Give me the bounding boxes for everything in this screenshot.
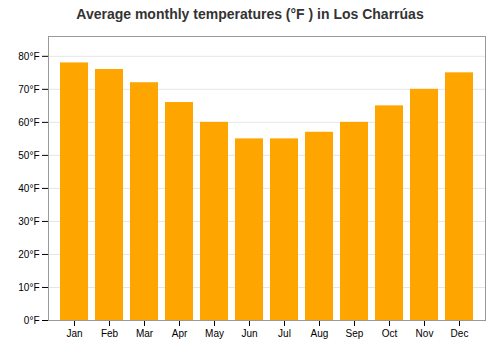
svg-text:Mar: Mar <box>136 328 154 339</box>
svg-text:50°F: 50°F <box>18 150 39 161</box>
svg-text:Jun: Jun <box>241 328 257 339</box>
svg-text:Oct: Oct <box>382 328 398 339</box>
svg-text:70°F: 70°F <box>18 84 39 95</box>
svg-text:Jan: Jan <box>66 328 82 339</box>
svg-text:40°F: 40°F <box>18 183 39 194</box>
svg-text:Aug: Aug <box>311 328 329 339</box>
svg-text:Sep: Sep <box>346 328 364 339</box>
svg-text:Jul: Jul <box>278 328 291 339</box>
svg-text:60°F: 60°F <box>18 117 39 128</box>
svg-text:80°F: 80°F <box>18 51 39 62</box>
html-text:Average monthly temperatures (: Average monthly temperatures (°F ) in Lo… <box>76 6 424 22</box>
svg-text:May: May <box>205 328 224 339</box>
svg-text:Feb: Feb <box>101 328 119 339</box>
svg-text:20°F: 20°F <box>18 249 39 260</box>
svg-text:10°F: 10°F <box>18 282 39 293</box>
svg-text:30°F: 30°F <box>18 216 39 227</box>
svg-text:Dec: Dec <box>451 328 469 339</box>
svg-text:0°F: 0°F <box>24 315 40 326</box>
svg-text:Nov: Nov <box>416 328 434 339</box>
svg-text:Apr: Apr <box>172 328 188 339</box>
